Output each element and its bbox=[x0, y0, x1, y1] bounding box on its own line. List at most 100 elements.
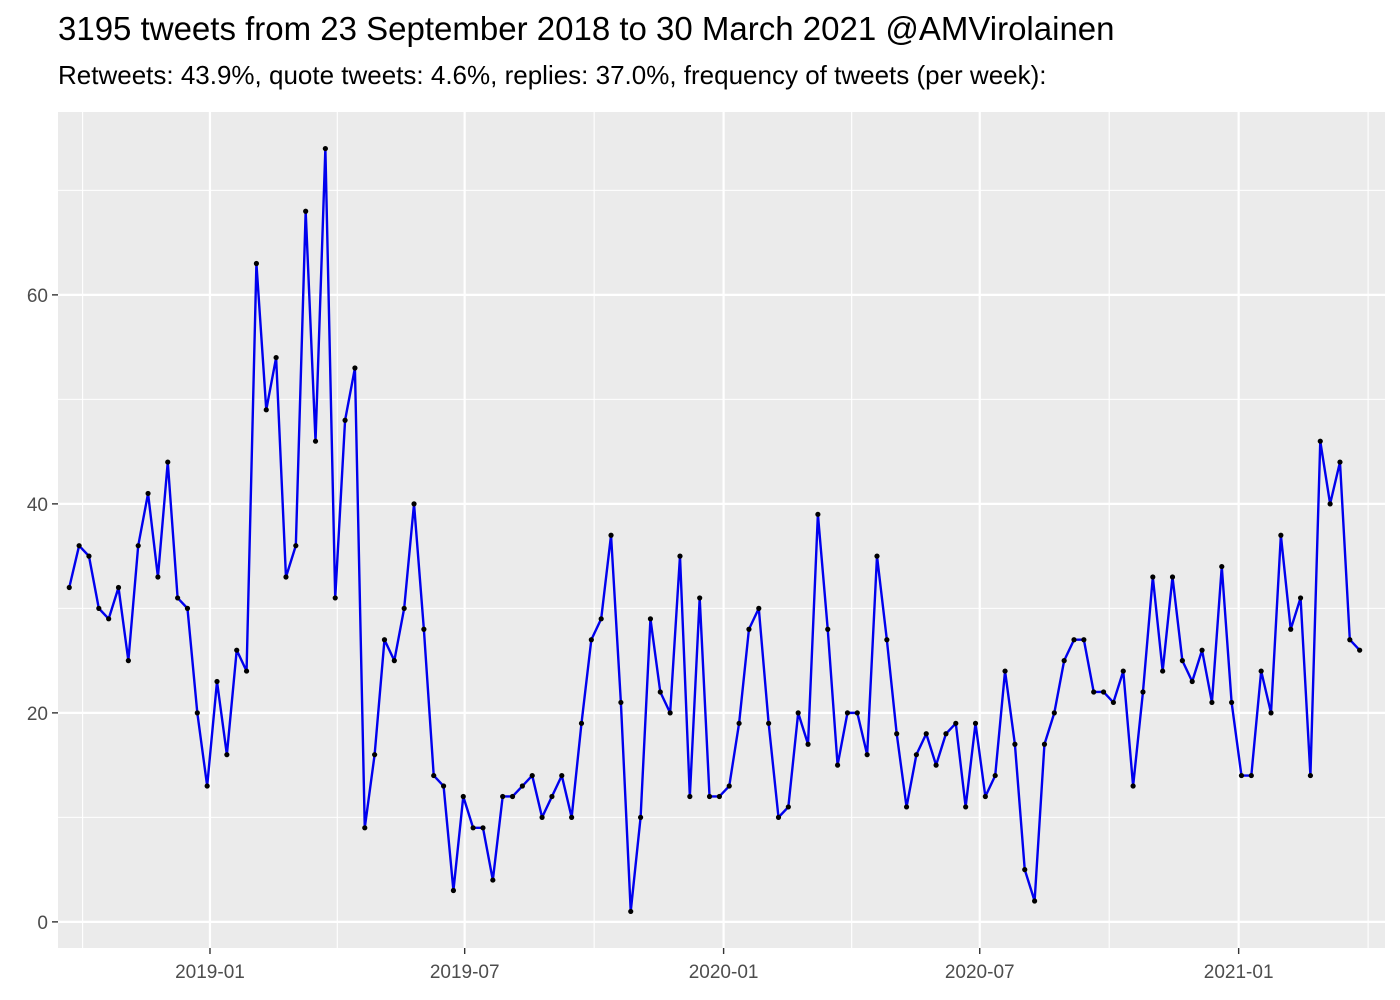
data-point bbox=[263, 407, 269, 413]
x-tick-label: 2020-07 bbox=[945, 962, 1015, 983]
data-point bbox=[844, 710, 851, 716]
data-point bbox=[1022, 867, 1028, 873]
data-point bbox=[815, 511, 821, 517]
data-point bbox=[480, 825, 486, 831]
data-point bbox=[1288, 626, 1294, 632]
data-point bbox=[1100, 689, 1107, 695]
data-point bbox=[519, 783, 525, 789]
x-tick-label: 2019-01 bbox=[175, 962, 245, 983]
data-point bbox=[509, 793, 516, 800]
data-point bbox=[411, 501, 417, 507]
data-point bbox=[194, 710, 200, 716]
data-point bbox=[362, 825, 368, 831]
data-point bbox=[647, 616, 654, 622]
data-point bbox=[864, 752, 870, 758]
data-point bbox=[628, 908, 634, 915]
data-point bbox=[598, 616, 604, 622]
data-point bbox=[637, 814, 644, 820]
data-point bbox=[96, 605, 102, 611]
data-point bbox=[86, 553, 92, 559]
data-point bbox=[76, 543, 82, 549]
data-point bbox=[1071, 637, 1077, 643]
data-point bbox=[1120, 668, 1126, 674]
data-point bbox=[953, 720, 959, 726]
x-axis: 2019-01 2019-07 2020-01 2020-07 2021-01 bbox=[175, 948, 1274, 983]
data-point bbox=[460, 793, 466, 800]
data-point bbox=[834, 762, 841, 768]
chart-title: 3195 tweets from 23 September 2018 to 30… bbox=[58, 10, 1115, 47]
data-point bbox=[667, 710, 673, 716]
data-point bbox=[440, 783, 447, 789]
data-point bbox=[1337, 459, 1343, 465]
data-point bbox=[234, 647, 240, 653]
data-point bbox=[1347, 637, 1353, 643]
data-point bbox=[1229, 699, 1235, 706]
data-point bbox=[372, 752, 378, 758]
data-point bbox=[165, 459, 171, 465]
data-point bbox=[785, 804, 791, 810]
data-point bbox=[342, 417, 348, 423]
y-tick-label: 40 bbox=[27, 495, 48, 516]
minor-gridlines bbox=[58, 112, 1385, 948]
data-point bbox=[283, 574, 289, 580]
data-point bbox=[736, 720, 742, 726]
data-point bbox=[746, 626, 752, 632]
data-point bbox=[706, 793, 713, 800]
data-point bbox=[992, 772, 998, 779]
data-point bbox=[303, 208, 309, 214]
data-point bbox=[1307, 772, 1314, 779]
data-point bbox=[825, 626, 831, 632]
data-point bbox=[1140, 689, 1146, 695]
data-point bbox=[332, 595, 338, 601]
data-point bbox=[1041, 741, 1048, 747]
data-point bbox=[391, 658, 397, 664]
data-point bbox=[273, 354, 279, 361]
data-point bbox=[854, 710, 860, 716]
data-point bbox=[529, 772, 535, 779]
data-point bbox=[1169, 574, 1176, 580]
data-point bbox=[1209, 699, 1215, 706]
data-point bbox=[115, 584, 122, 591]
data-point bbox=[884, 637, 890, 643]
data-point bbox=[175, 595, 181, 601]
data-point bbox=[1081, 637, 1087, 643]
y-tick-label: 0 bbox=[37, 913, 48, 934]
data-point bbox=[677, 553, 683, 559]
data-point bbox=[894, 731, 900, 737]
plot-panel bbox=[58, 112, 1385, 948]
data-point bbox=[1160, 668, 1166, 674]
data-point bbox=[923, 731, 929, 737]
data-point bbox=[1297, 595, 1304, 601]
data-point bbox=[125, 658, 131, 664]
data-point bbox=[1110, 699, 1117, 706]
data-point bbox=[145, 490, 151, 497]
data-point bbox=[322, 145, 328, 152]
series-line bbox=[68, 147, 1361, 913]
data-point bbox=[913, 752, 919, 758]
data-point bbox=[933, 762, 939, 768]
data-point bbox=[795, 710, 801, 716]
data-point bbox=[1199, 647, 1205, 653]
data-point bbox=[687, 793, 693, 800]
data-point bbox=[766, 720, 772, 726]
data-point bbox=[155, 574, 161, 580]
x-tick-label: 2021-01 bbox=[1204, 962, 1274, 983]
data-point bbox=[450, 887, 457, 894]
data-point bbox=[559, 772, 565, 779]
data-point bbox=[569, 814, 575, 820]
y-axis: 0 20 40 60 bbox=[27, 286, 58, 934]
data-point bbox=[381, 637, 388, 643]
data-point bbox=[972, 720, 979, 726]
data-point bbox=[588, 637, 594, 643]
data-point bbox=[106, 616, 112, 622]
data-point bbox=[549, 793, 555, 800]
data-point bbox=[293, 543, 299, 549]
data-point bbox=[1219, 563, 1225, 570]
data-point bbox=[1150, 574, 1156, 580]
x-tick-label: 2020-01 bbox=[689, 962, 759, 983]
data-point bbox=[756, 605, 762, 611]
data-point bbox=[1051, 710, 1057, 716]
data-point bbox=[874, 553, 880, 559]
data-point bbox=[421, 626, 427, 632]
data-point bbox=[1130, 783, 1136, 789]
